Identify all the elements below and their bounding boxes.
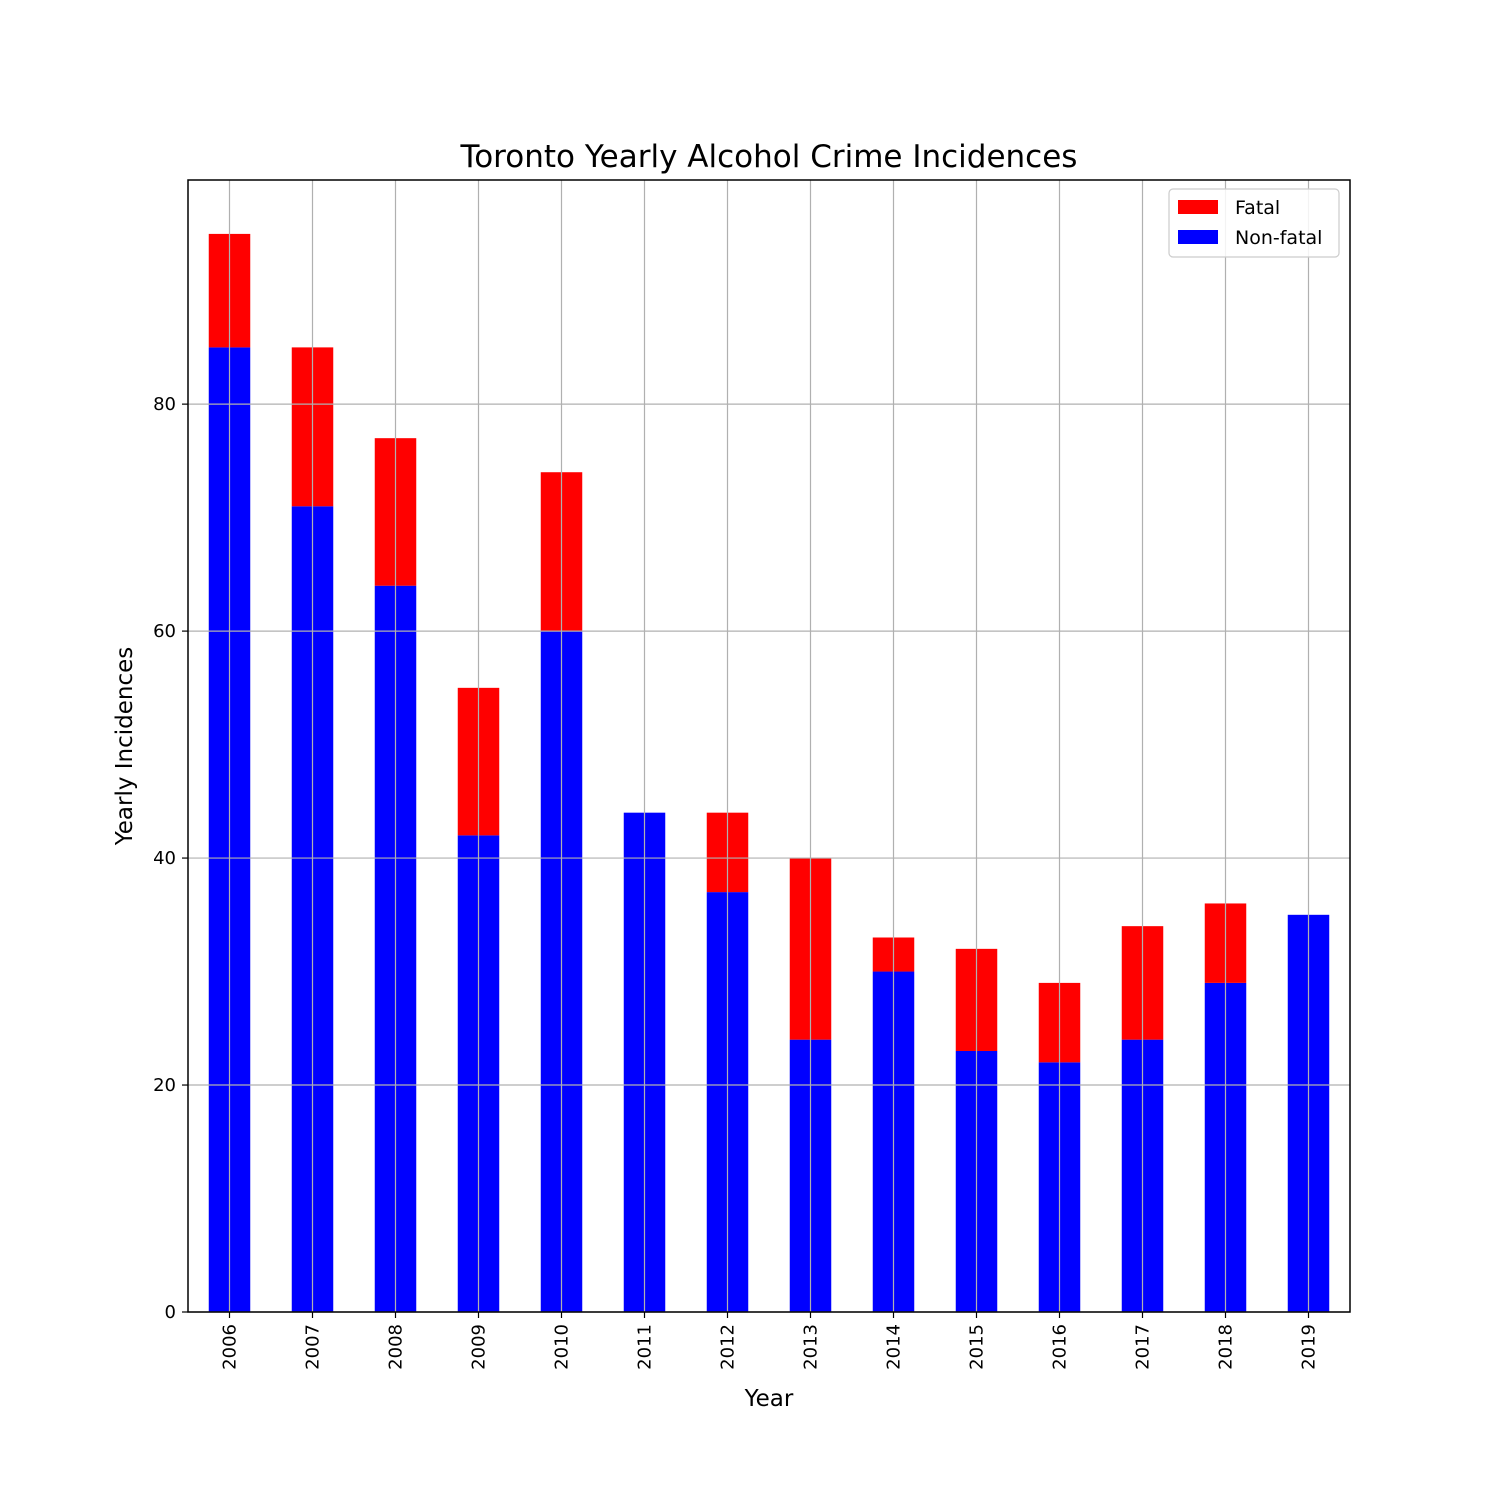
x-tick-label-2018: 2018 — [1216, 1324, 1237, 1370]
legend: Fatal Non-fatal — [1168, 188, 1340, 258]
legend-label-non-fatal: Non-fatal — [1235, 227, 1322, 249]
x-tick-label-2019: 2019 — [1299, 1324, 1320, 1370]
legend-swatch-fatal — [1178, 200, 1218, 214]
legend-label-fatal: Fatal — [1235, 197, 1280, 219]
y-tick-label-40: 40 — [153, 848, 176, 869]
x-tick-label-2007: 2007 — [303, 1324, 324, 1370]
x-tick-label-2013: 2013 — [801, 1324, 822, 1370]
chart-title: Toronto Yearly Alcohol Crime Incidences — [460, 139, 1078, 175]
x-axis-label: Year — [744, 1386, 794, 1412]
y-tick-label-60: 60 — [153, 621, 176, 642]
plot-frame — [187, 179, 1351, 1313]
x-tick-label-2012: 2012 — [718, 1324, 739, 1370]
y-tick-label-20: 20 — [153, 1075, 176, 1096]
y-tick-label-80: 80 — [153, 394, 176, 415]
x-tick-label-2014: 2014 — [884, 1324, 905, 1370]
x-tick-label-2017: 2017 — [1133, 1324, 1154, 1370]
x-tick-label-2008: 2008 — [386, 1324, 407, 1370]
y-tick-label-0: 0 — [165, 1302, 176, 1323]
legend-swatch-non-fatal — [1178, 230, 1218, 244]
x-tick-label-2016: 2016 — [1050, 1324, 1071, 1370]
x-tick-label-2010: 2010 — [552, 1324, 573, 1370]
x-tick-label-2011: 2011 — [635, 1324, 656, 1370]
x-tick-label-2009: 2009 — [469, 1324, 490, 1370]
x-tick-label-2015: 2015 — [967, 1324, 988, 1370]
y-axis-label: Yearly Incidences — [112, 647, 138, 847]
plot-area: 0 20 40 60 80 2006 2007 2008 2009 2010 2011 2012 201… — [153, 179, 1351, 1370]
x-tick-label-2006: 2006 — [220, 1324, 241, 1370]
